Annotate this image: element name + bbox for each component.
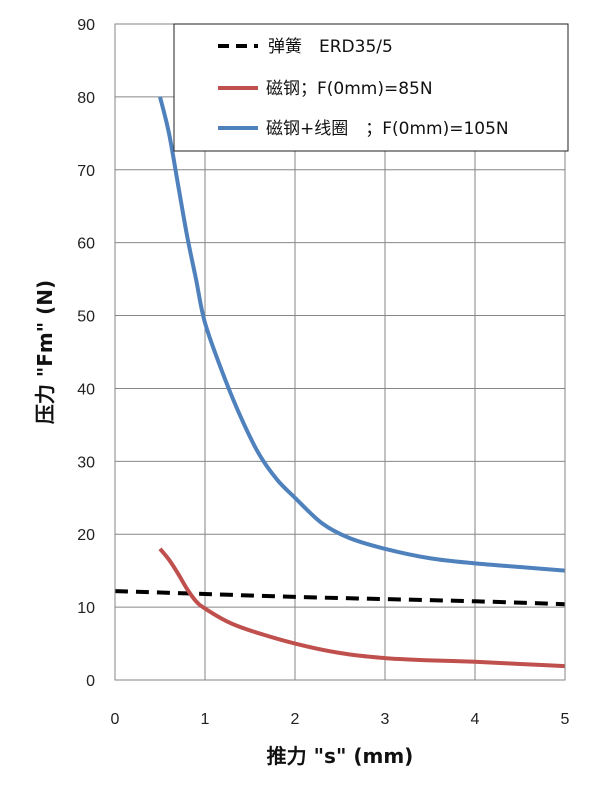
y-tick-label: 20 [77,527,95,544]
x-tick-label: 1 [201,711,210,728]
tick-labels: 0 10 20 30 40 50 60 70 80 90 0 1 2 3 4 5 [77,17,569,728]
y-tick-label: 90 [77,17,95,34]
y-tick-label: 40 [77,381,95,398]
y-axis-title: 压力 "Fm" (N) [33,280,57,424]
x-tick-label: 5 [561,711,570,728]
legend-label-magnet: 磁钢；F(0mm)=85N [266,79,433,99]
series-layer [114,96,566,669]
x-tick-label: 3 [381,711,390,728]
legend: 弹簧 ERD35/5 磁钢；F(0mm)=85N 磁钢+线圈 ；F(0mm)=1… [173,23,569,152]
x-tick-label: 0 [111,711,120,728]
x-tick-label: 4 [471,711,480,728]
series-spring-line [114,589,566,607]
x-tick-label: 2 [291,711,300,728]
y-tick-label: 10 [77,600,95,617]
y-tick-label: 70 [77,163,95,180]
series-magnet-line [158,547,566,669]
legend-label-magnet-coil: 磁钢+线圈 ；F(0mm)=105N [266,119,509,139]
legend-label-spring: 弹簧 ERD35/5 [268,37,393,57]
y-tick-label: 30 [77,454,95,471]
y-tick-label: 50 [77,309,95,326]
y-tick-label: 0 [86,673,95,690]
series-magnet-coil-line [158,96,566,573]
y-tick-label: 80 [77,90,95,107]
x-axis-title: 推力 "s" (mm) [267,744,414,768]
y-tick-label: 60 [77,236,95,253]
